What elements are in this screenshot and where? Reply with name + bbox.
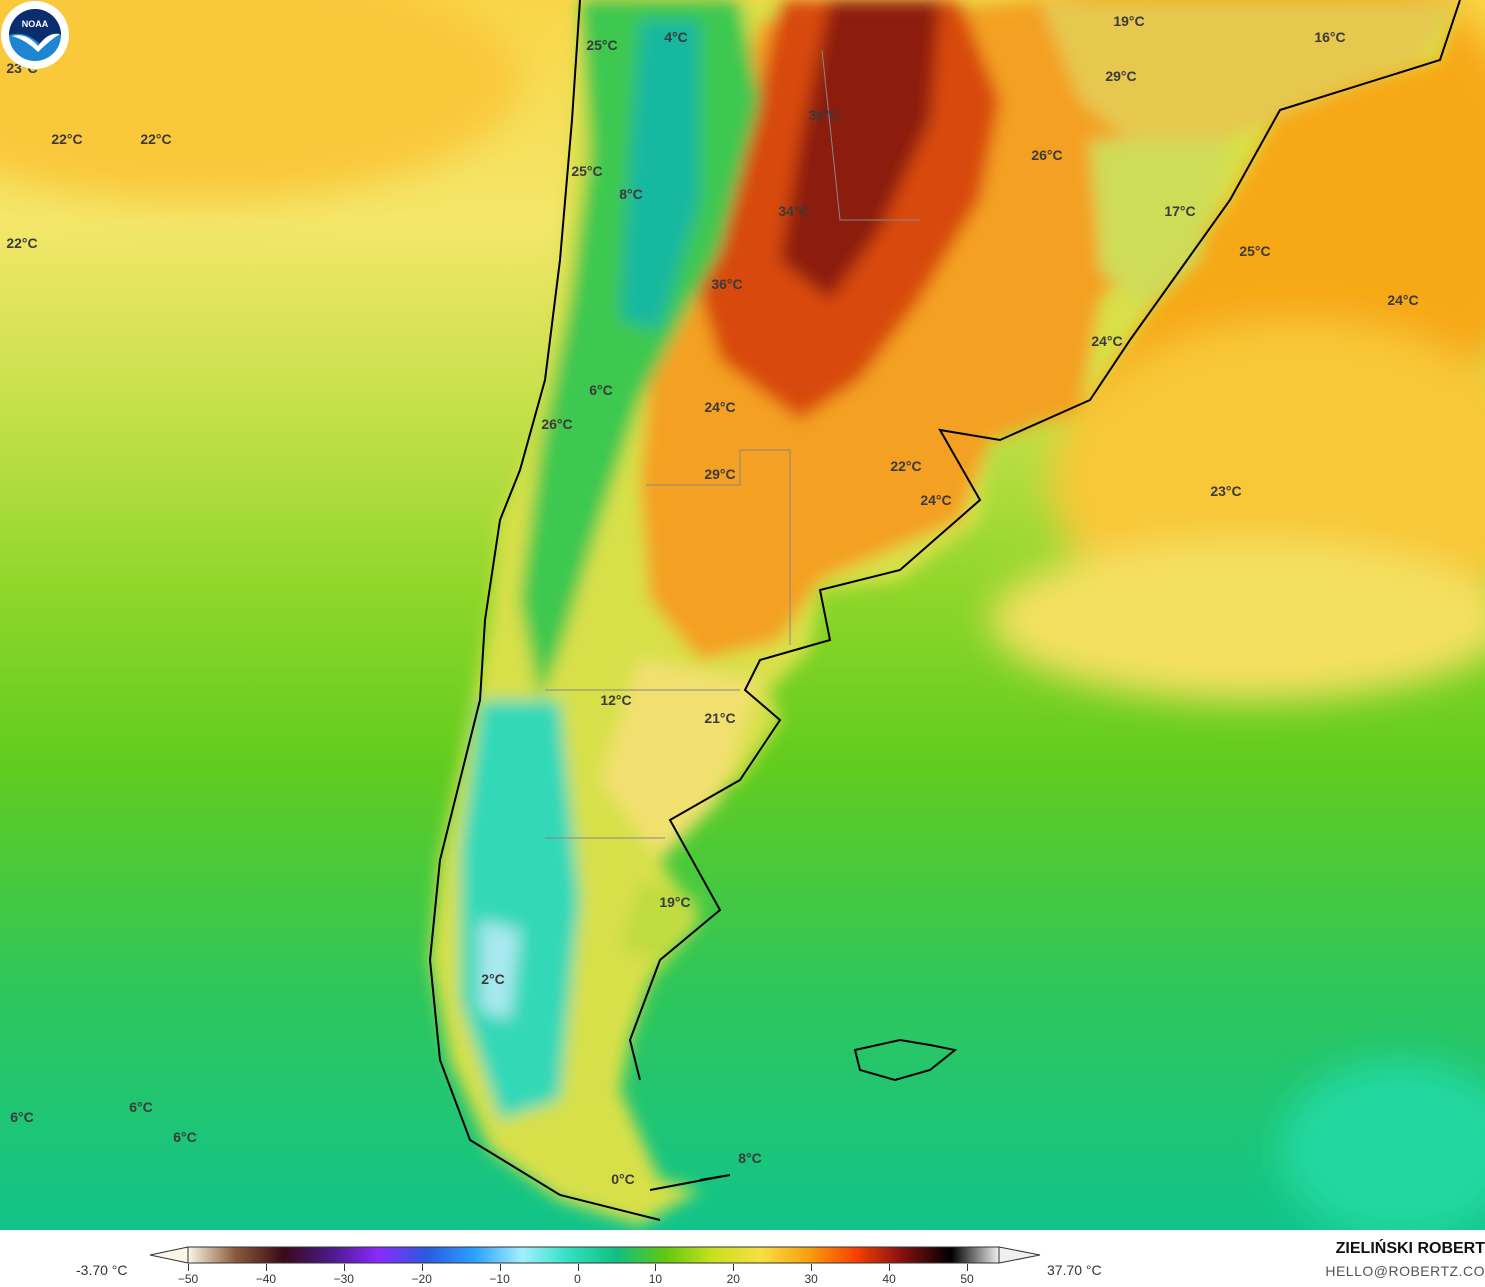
colorbar-tick-label: −30 <box>333 1272 354 1286</box>
temperature-label: 24°C <box>920 492 952 508</box>
colorbar-tick-mark <box>343 1264 345 1271</box>
legend-footer: −50 −40 −30 −20 −10 0 10 20 30 40 50 <box>0 1230 1485 1287</box>
temperature-label: 24°C <box>1387 292 1419 308</box>
colorbar-max-arrow <box>998 1246 1041 1264</box>
colorbar-tick-mark <box>188 1264 189 1271</box>
temperature-label: 6°C <box>10 1109 34 1125</box>
temperature-label: 8°C <box>738 1150 762 1166</box>
temperature-label: 4°C <box>664 29 688 45</box>
temperature-label: 6°C <box>589 382 613 398</box>
colorbar-bar <box>187 1246 1000 1264</box>
colorbar-tick-mark <box>265 1264 267 1271</box>
colorbar-tick-label: −50 <box>177 1272 199 1286</box>
colorbar-tick-label: −10 <box>489 1272 510 1286</box>
colorbar-min-arrow <box>149 1246 189 1264</box>
temperature-label: 8°C <box>619 186 643 202</box>
colorbar-tick-label: 50 <box>960 1272 974 1286</box>
temperature-label: 25°C <box>586 37 618 53</box>
colorbar-tick-label: 30 <box>804 1272 818 1286</box>
colorbar-tick-label: 40 <box>882 1272 896 1286</box>
temperature-label: 26°C <box>541 416 573 432</box>
temperature-label: 6°C <box>173 1129 197 1145</box>
temperature-label: 24°C <box>704 399 736 415</box>
temperature-label: 25°C <box>1239 243 1271 259</box>
temperature-label: 12°C <box>600 692 632 708</box>
colorbar-tick-label: −20 <box>411 1272 432 1286</box>
colorbar-tick-mark <box>967 1264 968 1271</box>
legend-min-value: -3.70 °C <box>76 1262 128 1278</box>
map-shapes <box>0 0 1485 1230</box>
noaa-logo: NOAA <box>1 1 69 69</box>
temperature-label: 19°C <box>659 894 691 910</box>
temperature-label: 19°C <box>1113 13 1145 29</box>
temperature-map: 23°C 22°C 22°C 22°C 25°C 4°C 19°C 16°C 29°C 38°C 2… <box>0 0 1485 1230</box>
temperature-label: 29°C <box>1105 68 1137 84</box>
temperature-label: 34°C <box>778 203 810 219</box>
temperature-label: 24°C <box>1091 333 1123 349</box>
colorbar-tick-mark <box>577 1264 579 1271</box>
legend-max-value: 37.70 °C <box>1047 1262 1102 1278</box>
colorbar-tick-mark <box>889 1264 891 1271</box>
noaa-logo-text: NOAA <box>22 19 49 29</box>
temperature-label: 26°C <box>1031 147 1063 163</box>
temperature-label: 22°C <box>140 131 172 147</box>
temperature-label: 38°C <box>808 107 840 123</box>
temperature-label: 22°C <box>51 131 83 147</box>
temperature-label: 21°C <box>704 710 736 726</box>
temperature-label: 23°C <box>1210 483 1242 499</box>
temperature-label: 22°C <box>890 458 922 474</box>
temperature-label: 17°C <box>1164 203 1196 219</box>
colorbar <box>149 1246 1041 1264</box>
author-credit: ZIELIŃSKI ROBERT <box>1335 1240 1485 1257</box>
author-email: HELLO@ROBERTZ.CO <box>1325 1263 1485 1279</box>
temperature-label: 2°C <box>481 971 505 987</box>
colorbar-tick-mark <box>421 1264 423 1271</box>
colorbar-tick-mark <box>499 1264 501 1271</box>
colorbar-tick-label: 0 <box>574 1272 581 1286</box>
colorbar-tick-label: 10 <box>648 1272 663 1286</box>
colorbar-tick-mark <box>811 1264 813 1271</box>
temperature-label: 22°C <box>6 235 38 251</box>
temperature-label: 0°C <box>611 1171 635 1187</box>
colorbar-tick-mark <box>733 1264 735 1271</box>
temperature-label: 29°C <box>704 466 736 482</box>
temperature-label: 6°C <box>129 1099 153 1115</box>
colorbar-tick-label: 20 <box>726 1272 740 1286</box>
temperature-label: 36°C <box>711 276 743 292</box>
temperature-label: 16°C <box>1314 29 1346 45</box>
colorbar-tick-label: −40 <box>255 1272 277 1286</box>
colorbar-tick-mark <box>655 1264 657 1271</box>
temperature-label: 25°C <box>571 163 603 179</box>
